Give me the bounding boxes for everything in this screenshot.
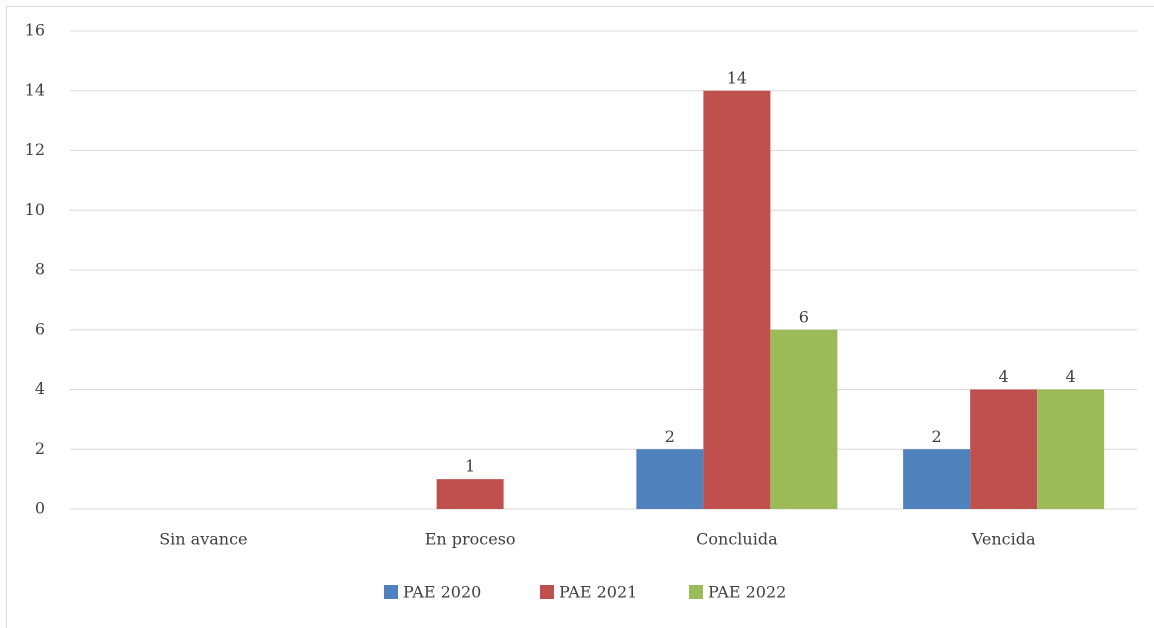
y-tick-label: 12 [25,140,45,159]
bar [970,389,1038,509]
data-label: 4 [1066,367,1076,386]
legend-swatch [689,585,703,599]
y-tick-label: 0 [35,499,45,518]
legend-label: PAE 2020 [403,583,481,602]
data-label: 2 [932,427,942,446]
data-label: 1 [465,457,475,476]
y-tick-label: 14 [25,80,45,99]
data-label: 6 [799,307,809,326]
bar [903,449,971,509]
y-tick-label: 8 [35,260,45,279]
y-tick-label: 2 [35,439,45,458]
bar [436,479,504,509]
bar [770,329,838,509]
data-label: 2 [665,427,675,446]
bar [1037,389,1105,509]
y-tick-label: 10 [25,200,45,219]
x-tick-label: En proceso [425,530,516,549]
bar [636,449,704,509]
chart-frame [6,6,1154,628]
legend-label: PAE 2021 [559,583,637,602]
legend-swatch [540,585,554,599]
y-tick-label: 16 [25,21,45,40]
x-tick-label: Concluida [696,530,778,549]
legend-label: PAE 2022 [708,583,786,602]
data-label: 4 [999,367,1009,386]
x-tick-label: Sin avance [159,530,247,549]
data-label: 14 [727,68,747,87]
y-tick-label: 4 [35,379,45,398]
bar [703,90,771,509]
x-tick-label: Vencida [971,530,1036,549]
legend-swatch [384,585,398,599]
y-tick-label: 6 [35,319,45,338]
